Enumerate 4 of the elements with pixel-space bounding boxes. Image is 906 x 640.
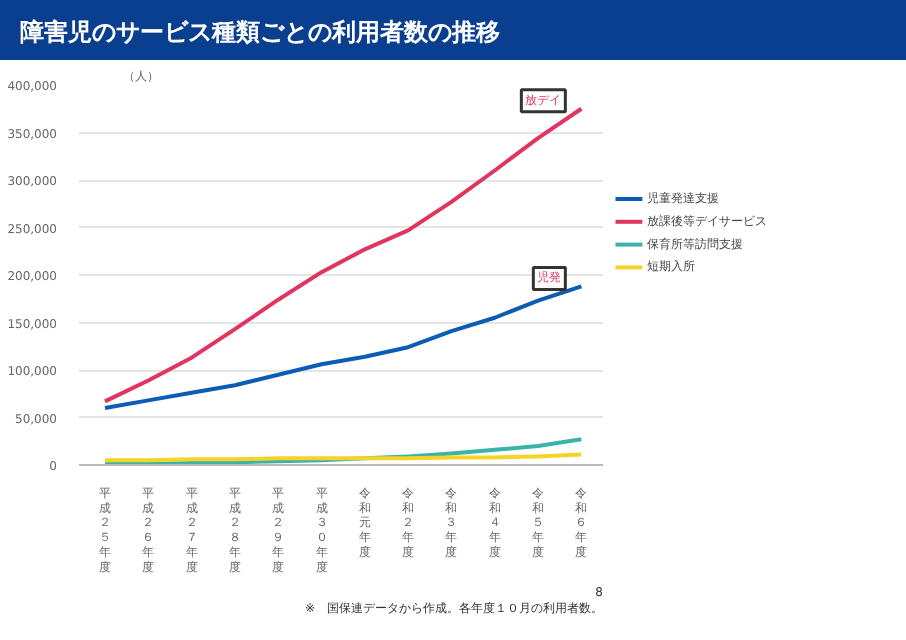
line-series [102,437,584,465]
line-series [102,284,584,410]
line-series [102,106,584,404]
chart-title: 障害児のサービス種類ごとの利用者数の推移 [20,16,500,50]
